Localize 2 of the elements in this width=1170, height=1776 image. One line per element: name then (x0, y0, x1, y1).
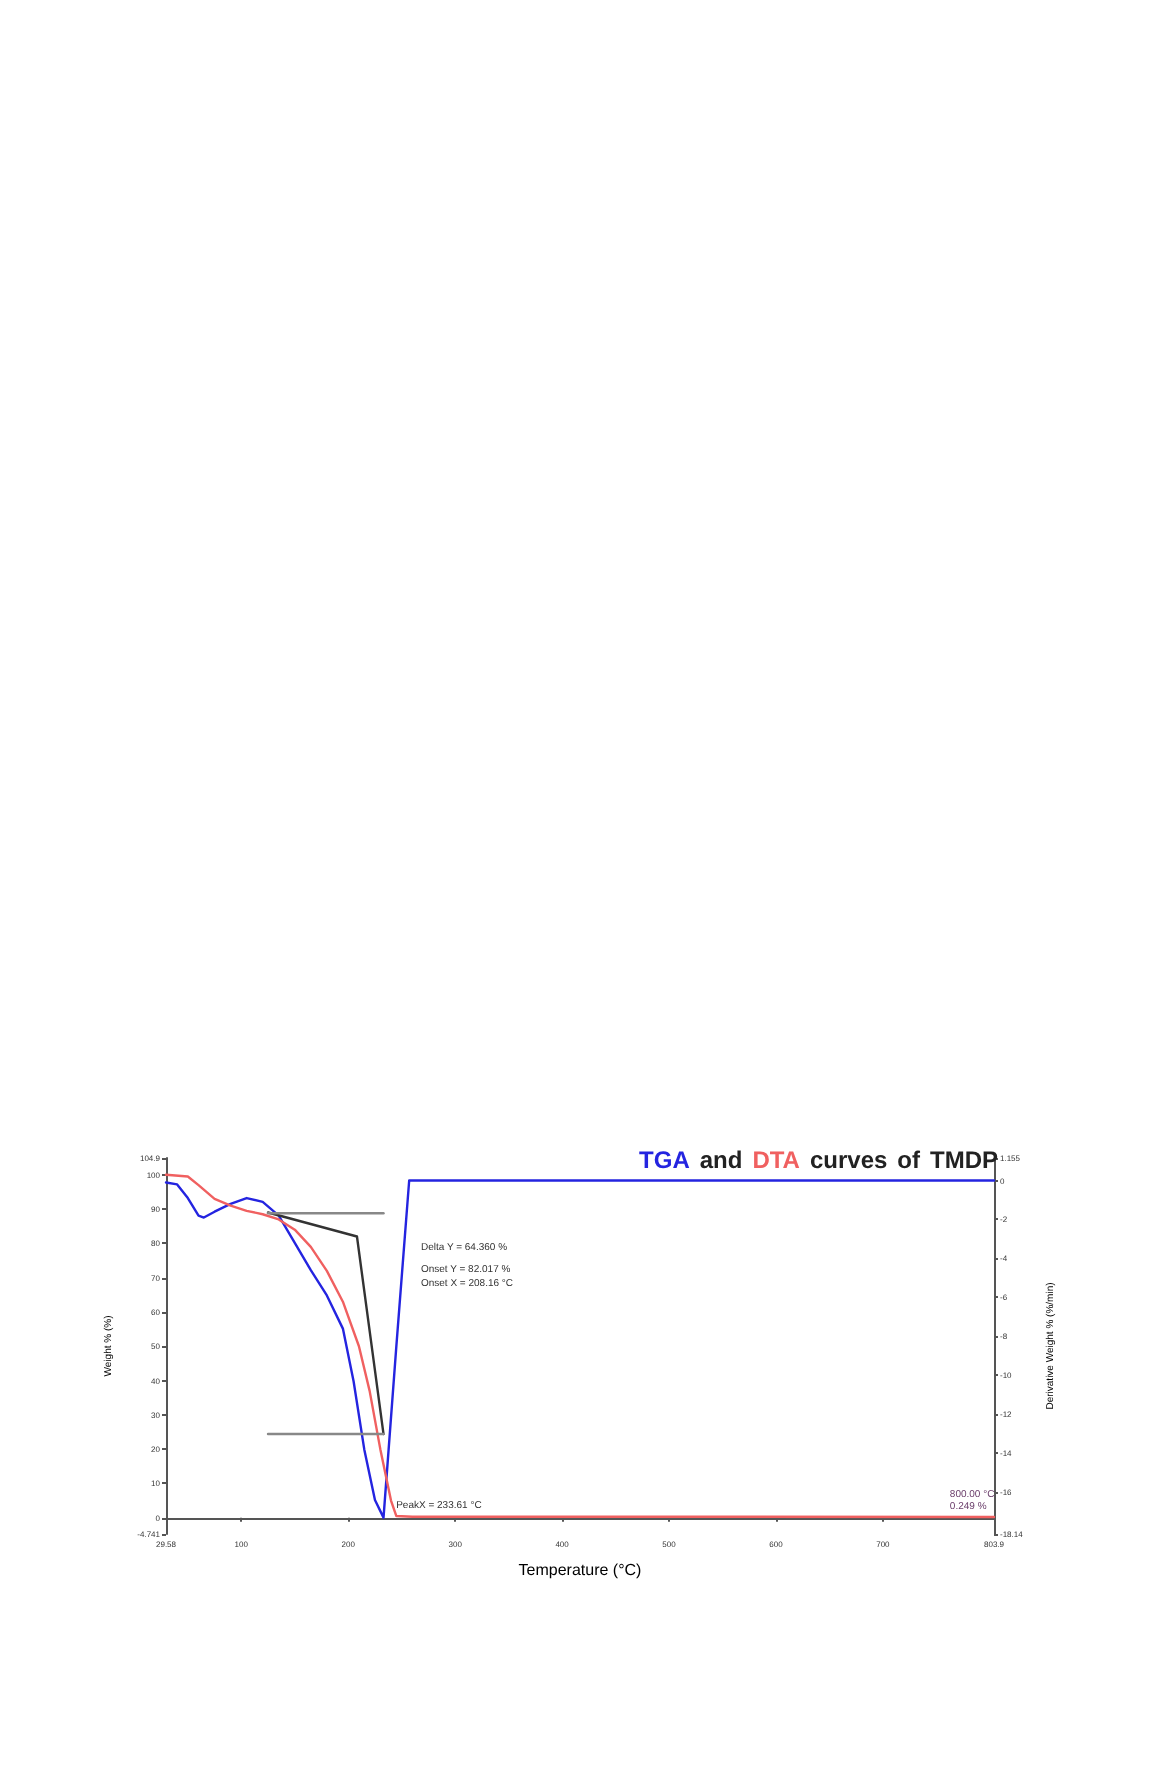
x-axis-title: Temperature (°C) (518, 1561, 643, 1579)
chart-title: TGA and DTA curves of TMDP (639, 1146, 999, 1174)
